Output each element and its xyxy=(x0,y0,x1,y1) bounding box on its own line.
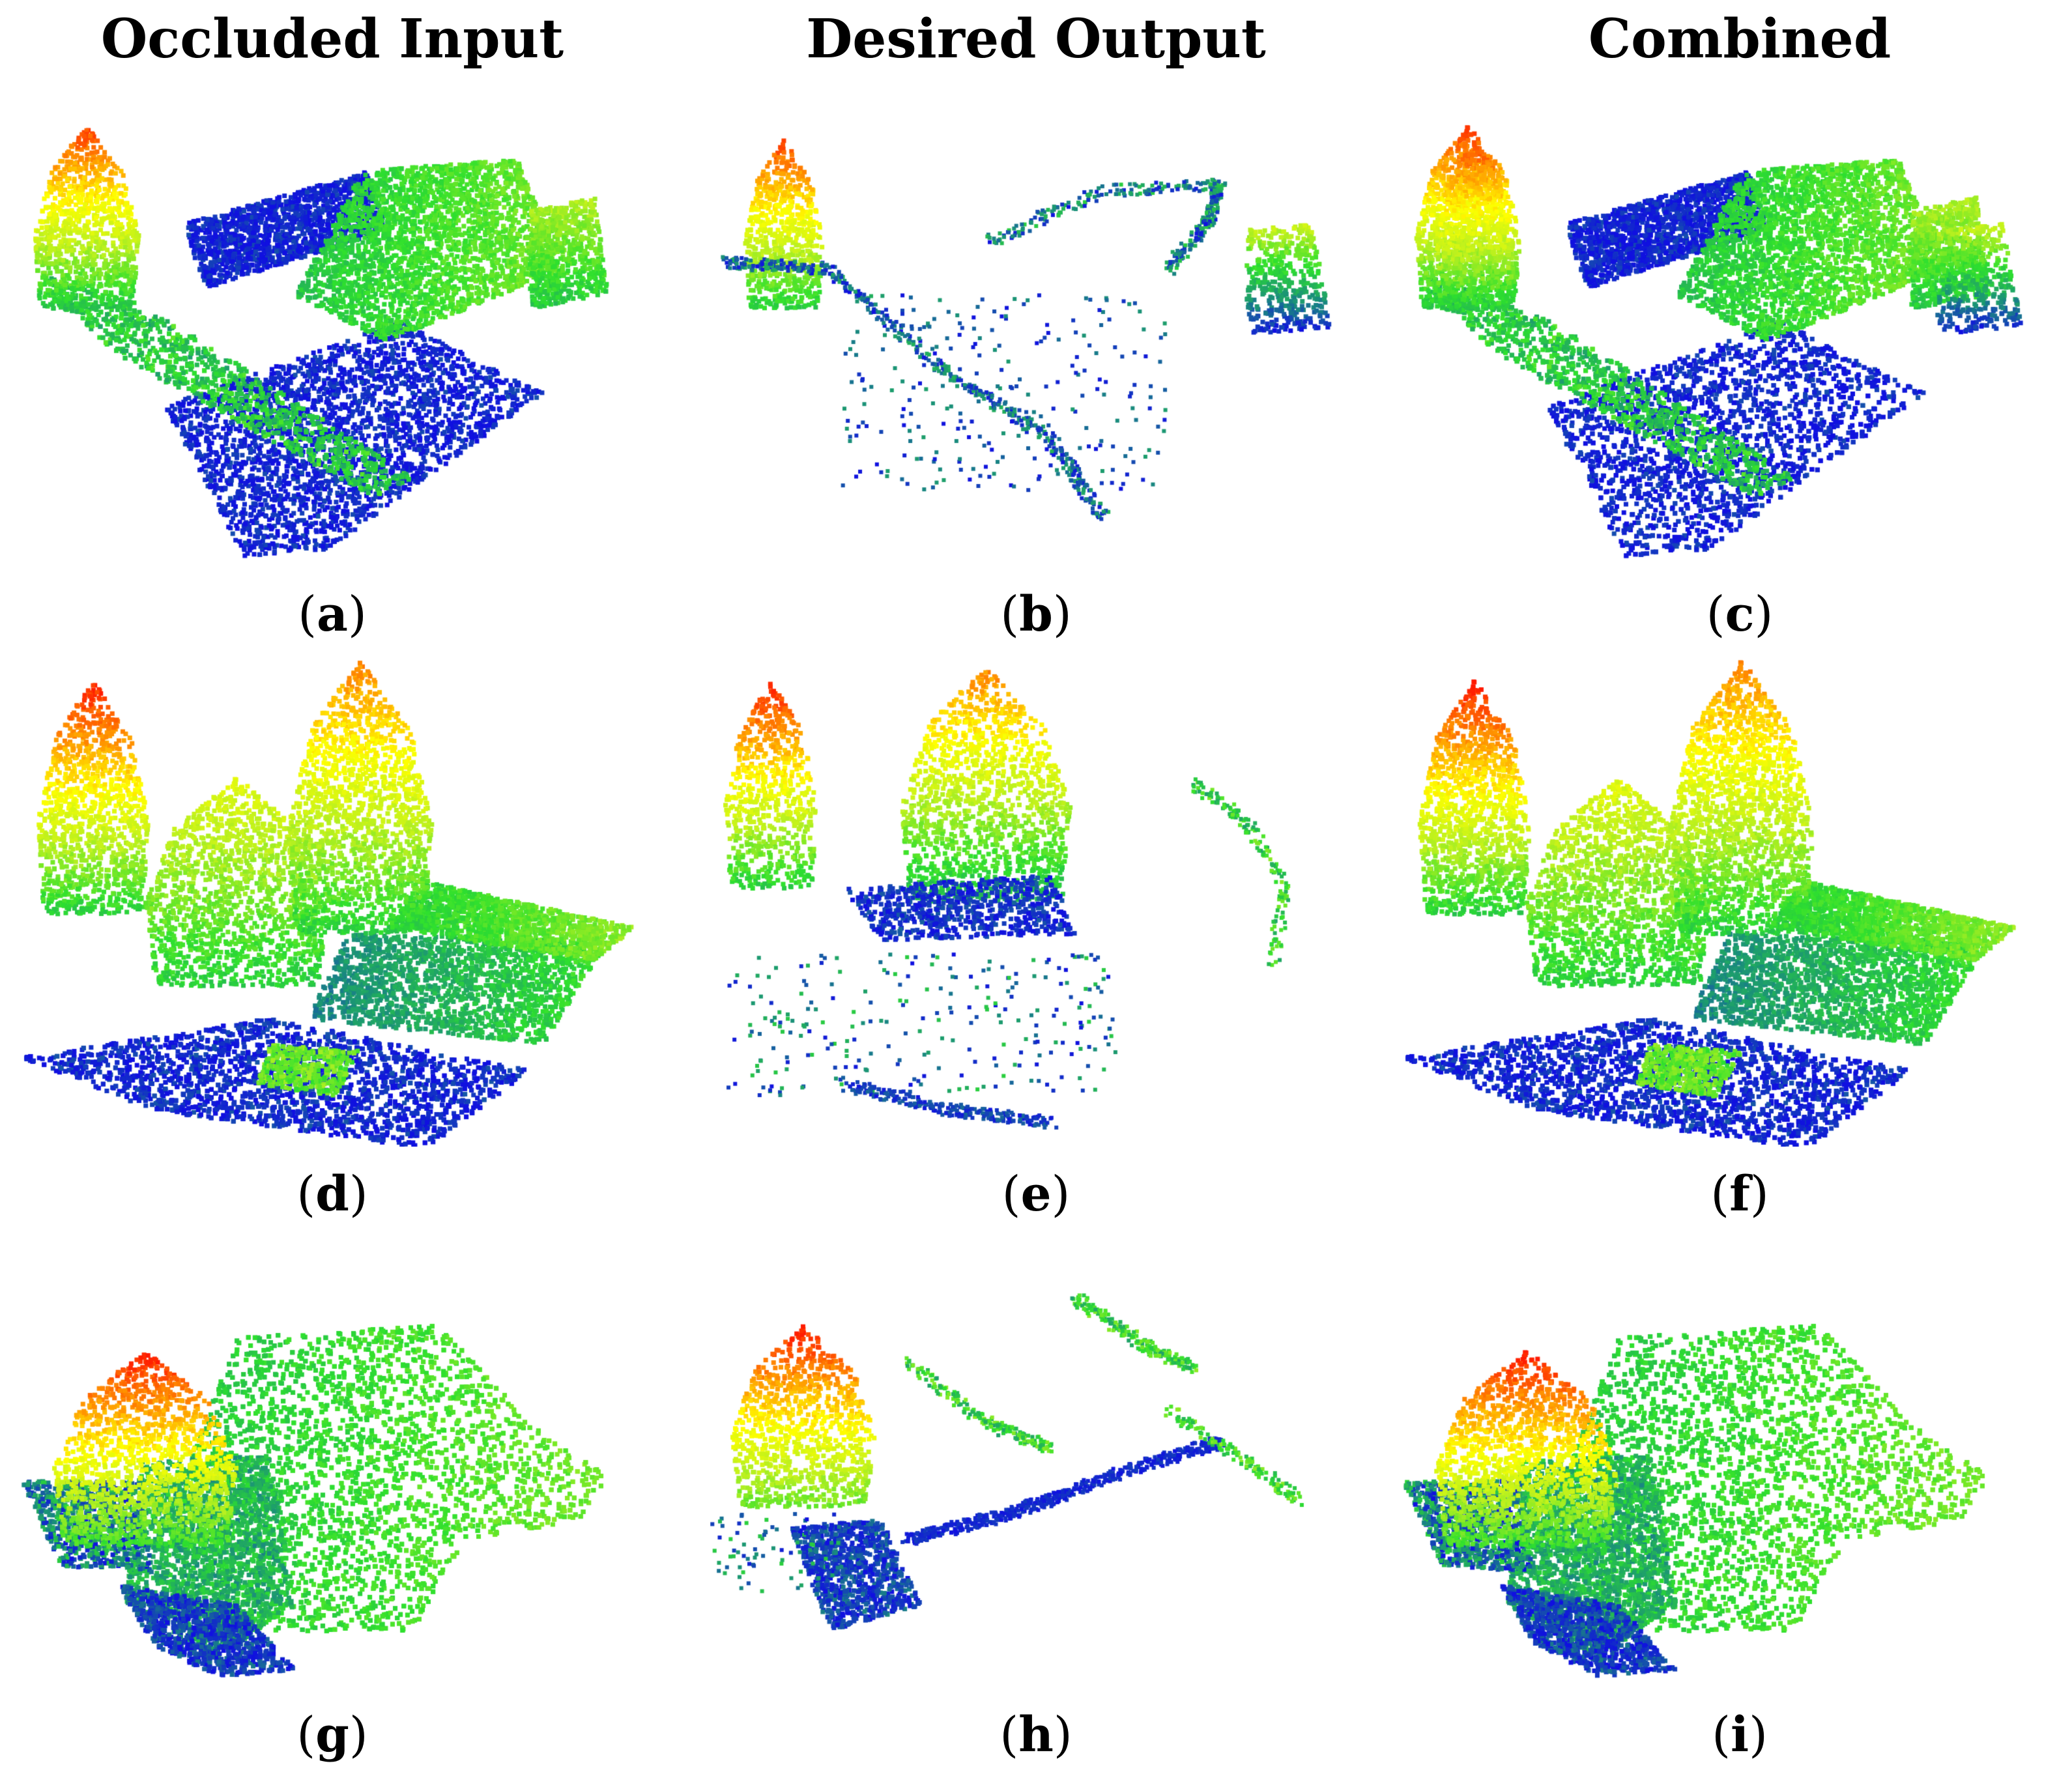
column-title-occluded-input: Occluded Input xyxy=(100,8,564,70)
column-title-combined: Combined xyxy=(1588,8,1892,70)
point-cloud-canvas-f xyxy=(1401,651,2052,1147)
caption-e: (e) xyxy=(1001,1166,1071,1222)
point-cloud-canvas-a xyxy=(20,98,671,593)
point-cloud-canvas-c xyxy=(1401,98,2052,593)
point-cloud-panel-a xyxy=(20,98,671,593)
point-cloud-canvas-g xyxy=(20,1264,671,1759)
point-cloud-panel-h xyxy=(710,1264,1362,1759)
point-cloud-panel-f xyxy=(1401,651,2052,1147)
point-cloud-panel-g xyxy=(20,1264,671,1759)
caption-d: (d) xyxy=(296,1166,368,1222)
caption-i: (i) xyxy=(1712,1707,1768,1763)
caption-f: (f) xyxy=(1710,1166,1769,1222)
caption-g: (g) xyxy=(296,1707,368,1763)
caption-c: (c) xyxy=(1706,586,1774,642)
point-cloud-canvas-d xyxy=(20,651,671,1147)
point-cloud-canvas-b xyxy=(710,98,1362,593)
caption-b: (b) xyxy=(1000,586,1072,642)
point-cloud-panel-d xyxy=(20,651,671,1147)
caption-a: (a) xyxy=(298,586,367,642)
point-cloud-canvas-i xyxy=(1401,1264,2052,1759)
caption-h: (h) xyxy=(1000,1707,1072,1763)
point-cloud-canvas-h xyxy=(710,1264,1362,1759)
point-cloud-panel-e xyxy=(710,651,1362,1147)
point-cloud-panel-i xyxy=(1401,1264,2052,1759)
point-cloud-panel-c xyxy=(1401,98,2052,593)
column-title-desired-output: Desired Output xyxy=(806,8,1266,70)
point-cloud-canvas-e xyxy=(710,651,1362,1147)
point-cloud-panel-b xyxy=(710,98,1362,593)
